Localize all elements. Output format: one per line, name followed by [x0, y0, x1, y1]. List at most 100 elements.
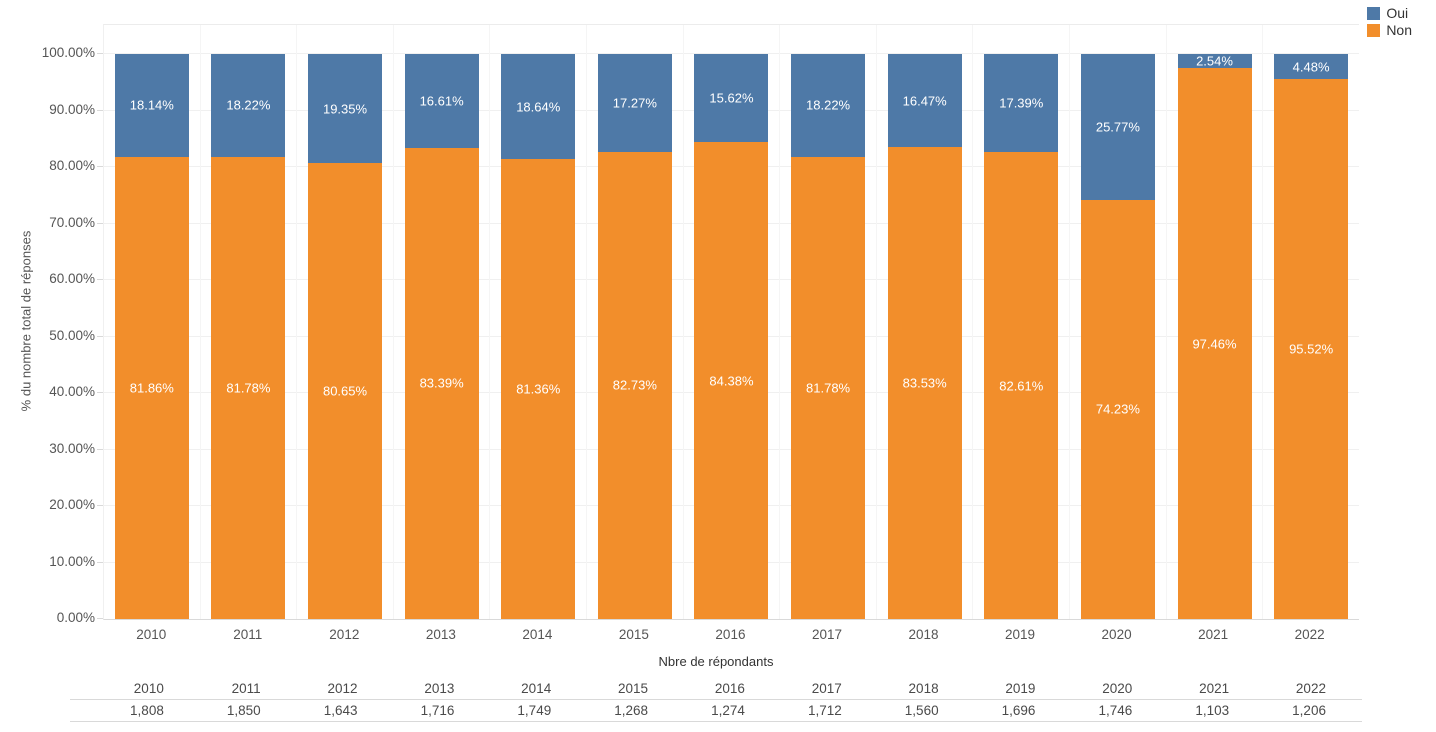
bar-segment-non[interactable]: 81.78%: [791, 156, 866, 619]
x-tick-label: 2010: [136, 627, 167, 642]
bar-segment-oui[interactable]: 16.47%: [887, 54, 962, 148]
x-tick-label: 2019: [1005, 627, 1036, 642]
bar-label: 97.46%: [1192, 336, 1237, 352]
table-year-cell: 2022: [1295, 681, 1326, 696]
legend-item-oui[interactable]: Oui: [1367, 6, 1412, 20]
bar-segment-oui[interactable]: 4.48%: [1274, 54, 1349, 80]
respondents-table: 2010 2011 2012 2013 2014 2015 2016 2017 2018 2019…: [70, 678, 1362, 722]
y-tick-mark: [97, 561, 103, 563]
y-tick-label: 10.00%: [49, 553, 95, 569]
table-value-cell: 1,560: [904, 703, 939, 718]
bar-label: 17.39%: [999, 95, 1044, 111]
bar-label: 16.61%: [419, 93, 464, 109]
x-tick-label: 2020: [1101, 627, 1132, 642]
bar-segment-oui[interactable]: 2.54%: [1177, 53, 1252, 69]
stacked-bar-2014: 18.64% 81.36%: [501, 54, 576, 619]
bar-column-2017: 18.22% 81.78%: [780, 25, 877, 619]
bar-segment-oui[interactable]: 16.61%: [404, 54, 479, 148]
x-tick-label: 2016: [715, 627, 746, 642]
bar-segment-non[interactable]: 95.52%: [1274, 79, 1349, 619]
bar-label: 95.52%: [1289, 341, 1334, 357]
bar-segment-oui[interactable]: 18.22%: [211, 54, 286, 157]
bar-label: 18.14%: [129, 97, 174, 113]
y-tick-mark: [97, 222, 103, 224]
x-tick-label: 2022: [1294, 627, 1325, 642]
x-tick-label: 2014: [522, 627, 553, 642]
stacked-bar-2021: 2.54% 97.46%: [1177, 53, 1252, 619]
table-value-cell: 1,206: [1292, 703, 1326, 718]
bar-column-2013: 16.61% 83.39%: [394, 25, 491, 619]
x-tick-label: 2018: [908, 627, 939, 642]
bar-label: 19.35%: [322, 101, 368, 117]
table-year-cell: 2010: [133, 681, 164, 696]
table-year-cell: 2014: [521, 681, 552, 696]
bar-label: 83.39%: [419, 375, 464, 391]
stacked-bar-2019: 17.39% 82.61%: [984, 54, 1059, 619]
legend-item-non[interactable]: Non: [1367, 23, 1412, 37]
stacked-bar-2010: 18.14% 81.86%: [114, 54, 189, 619]
x-tick-label: 2011: [233, 627, 263, 642]
bar-label: 2.54%: [1196, 53, 1233, 69]
bar-column-2014: 18.64% 81.36%: [490, 25, 588, 619]
y-tick-label: 30.00%: [49, 440, 95, 456]
bar-segment-non[interactable]: 81.78%: [211, 156, 286, 619]
bar-segment-non[interactable]: 81.36%: [501, 159, 576, 619]
x-axis: 2010 2011 2012 2013 2014 2015 2016 2017 2018 2019…: [103, 626, 1358, 644]
bar-segment-non[interactable]: 81.86%: [114, 156, 189, 619]
table-value-cell: 1,643: [323, 703, 358, 718]
bar-segment-oui[interactable]: 18.64%: [501, 54, 576, 160]
table-title: Nbre de répondants: [658, 654, 774, 669]
stacked-bar-2022: 4.48% 95.52%: [1274, 54, 1349, 619]
table-value-cell: 1,268: [614, 703, 649, 718]
table-value-cell: 1,696: [1001, 703, 1036, 718]
bar-column-2010: 18.14% 81.86%: [104, 25, 201, 619]
bar-label: 74.23%: [1095, 401, 1140, 417]
bar-segment-oui[interactable]: 17.27%: [597, 54, 672, 152]
bar-label: 18.22%: [226, 97, 271, 113]
plot-area: 18.14% 81.86% 18.22% 81.78% 19.35% 80.65% 16.6…: [103, 24, 1359, 620]
y-tick-mark: [97, 392, 103, 393]
bar-segment-oui[interactable]: 17.39%: [984, 54, 1059, 153]
bar-segment-oui[interactable]: 25.77%: [1080, 54, 1155, 200]
bar-segment-non[interactable]: 84.38%: [694, 142, 769, 619]
y-tick-mark: [97, 166, 103, 167]
x-tick-label: 2017: [811, 627, 842, 642]
bar-segment-non[interactable]: 97.46%: [1177, 68, 1252, 619]
bar-segment-non[interactable]: 80.65%: [308, 163, 383, 619]
table-value-cell: 1,746: [1098, 703, 1133, 718]
bar-segment-non[interactable]: 82.73%: [597, 151, 672, 619]
table-value-cell: 1,716: [420, 703, 455, 718]
table-year-cell: 2011: [231, 681, 261, 696]
stacked-bar-2015: 17.27% 82.73%: [597, 54, 672, 619]
table-value-cell: 1,103: [1195, 703, 1230, 718]
bar-label: 15.62%: [709, 90, 754, 106]
legend-color-swatch-icon: [1367, 23, 1381, 37]
y-tick-mark: [97, 335, 103, 337]
table-year-cell: 2021: [1199, 681, 1230, 696]
bar-label: 18.64%: [516, 99, 561, 115]
bar-segment-oui[interactable]: 15.62%: [694, 54, 769, 143]
bar-segment-oui[interactable]: 19.35%: [308, 54, 383, 164]
bar-label: 81.36%: [516, 381, 561, 397]
bar-segment-non[interactable]: 82.61%: [984, 152, 1059, 619]
table-year-cell: 2020: [1102, 681, 1133, 696]
y-tick-label: 20.00%: [49, 497, 95, 512]
bar-label: 4.48%: [1292, 59, 1330, 75]
y-tick-mark: [97, 53, 103, 54]
bar-segment-oui[interactable]: 18.14%: [114, 54, 189, 157]
bar-segment-non[interactable]: 83.39%: [404, 147, 479, 619]
stacked-bar-2020: 25.77% 74.23%: [1080, 54, 1155, 619]
bar-segment-oui[interactable]: 18.22%: [791, 54, 866, 157]
bar-label: 82.73%: [612, 377, 657, 393]
legend-color-swatch-icon: [1367, 6, 1381, 20]
bar-segment-non[interactable]: 74.23%: [1080, 199, 1155, 619]
bar-segment-non[interactable]: 83.53%: [887, 147, 962, 619]
table-header-row: 2010 2011 2012 2013 2014 2015 2016 2017 2018 2019…: [70, 678, 1362, 699]
x-tick-label: 2015: [618, 627, 649, 642]
stacked-bar-2012: 19.35% 80.65%: [308, 54, 383, 619]
bar-label: 81.86%: [129, 380, 174, 396]
table-year-cell: 2018: [908, 681, 939, 696]
x-tick-label: 2013: [425, 627, 456, 642]
y-tick-mark: [97, 279, 103, 280]
table-value-cell: 1,749: [517, 703, 552, 718]
